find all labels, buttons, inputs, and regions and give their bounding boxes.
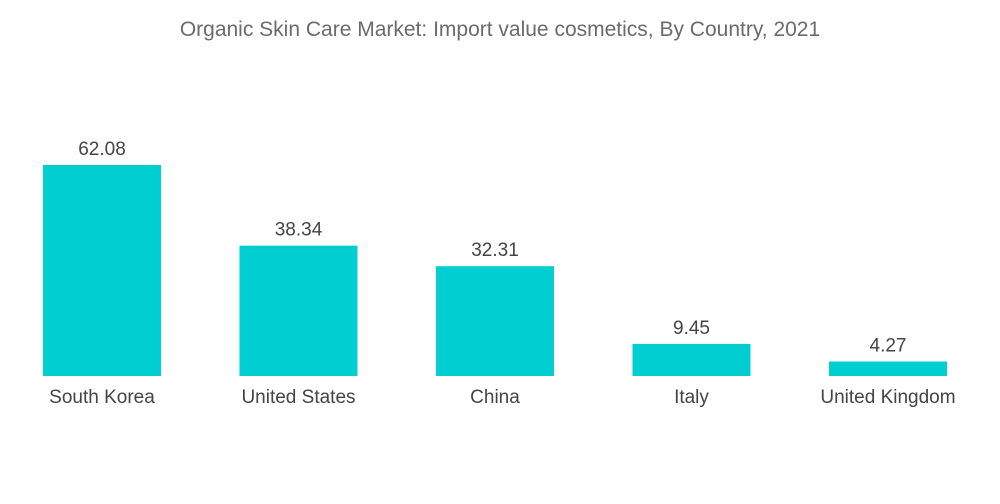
category-label-south-korea: South Korea <box>49 387 155 408</box>
category-label-italy: Italy <box>674 387 709 408</box>
bar-south-korea <box>43 165 161 376</box>
category-label-united-kingdom: United Kingdom <box>820 387 955 408</box>
category-label-china: China <box>470 387 520 408</box>
bar-italy <box>632 343 751 376</box>
chart-title: Organic Skin Care Market: Import value c… <box>179 18 821 41</box>
bar-united-kingdom <box>829 361 947 376</box>
value-label-united-states: 38.34 <box>275 220 323 241</box>
value-label-china: 32.31 <box>471 240 519 261</box>
category-labels-layer: South Korea United States China Italy United… <box>49 387 955 408</box>
bar-china <box>436 266 554 376</box>
value-label-united-kingdom: 4.27 <box>870 336 907 357</box>
bar-united-states <box>239 245 358 376</box>
bars-layer <box>43 165 947 376</box>
value-label-italy: 9.45 <box>673 318 710 339</box>
value-labels-layer: 62.08 38.34 32.31 9.45 4.27 <box>78 139 906 357</box>
value-label-south-korea: 62.08 <box>78 139 126 160</box>
category-label-united-states: United States <box>241 387 355 408</box>
